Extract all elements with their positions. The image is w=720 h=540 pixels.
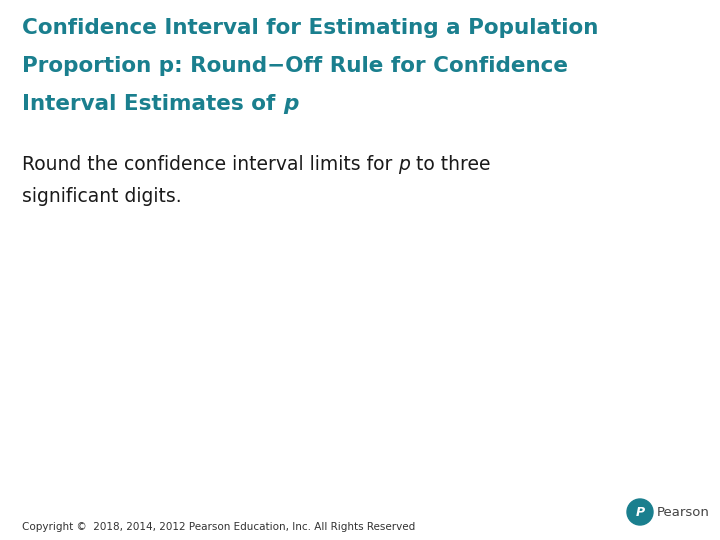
Text: Copyright ©  2018, 2014, 2012 Pearson Education, Inc. All Rights Reserved: Copyright © 2018, 2014, 2012 Pearson Edu… — [22, 522, 415, 532]
Text: Confidence Interval for Estimating a Population: Confidence Interval for Estimating a Pop… — [22, 18, 598, 38]
Text: Round the confidence interval limits for: Round the confidence interval limits for — [22, 155, 398, 174]
Text: p: p — [398, 155, 410, 174]
Text: p: p — [283, 94, 298, 114]
Circle shape — [627, 499, 653, 525]
Text: Proportion p: Round−Off Rule for Confidence: Proportion p: Round−Off Rule for Confide… — [22, 56, 568, 76]
Text: Pearson: Pearson — [657, 505, 710, 518]
Text: to three: to three — [410, 155, 491, 174]
Text: Interval Estimates of: Interval Estimates of — [22, 94, 283, 114]
Text: significant digits.: significant digits. — [22, 187, 181, 206]
Text: P: P — [636, 505, 644, 518]
